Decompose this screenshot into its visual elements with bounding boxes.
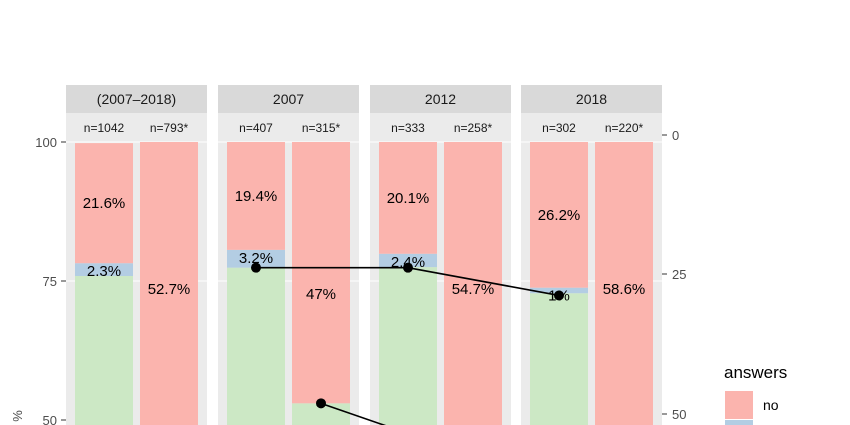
left-axis-tick-label: 75	[43, 274, 57, 289]
bar-value-label: 20.1%	[387, 190, 430, 207]
facet-strip	[66, 85, 207, 113]
n-label: n=258*	[454, 121, 493, 135]
bar-segment-unsure	[227, 249, 285, 268]
bar-value-label: 47%	[306, 286, 336, 303]
trend-line-segment	[407, 266, 560, 297]
bar-segment-unsure	[530, 287, 588, 294]
bar-value-label: 26.2%	[538, 207, 581, 224]
legend-label-no: no	[763, 397, 779, 413]
bar-segment-yes	[530, 293, 588, 425]
bar-segment-no	[530, 142, 588, 288]
bar-segment-yes	[379, 267, 437, 425]
bar-segment-yes	[75, 275, 133, 425]
trend-point	[403, 262, 413, 273]
bar-segment-no	[595, 142, 653, 425]
bar-segment-yes	[227, 267, 285, 425]
axes: 50 75 100% 0 25 50	[10, 128, 686, 425]
bar-value-label: 2.4%	[391, 254, 425, 271]
legend-title: answers	[724, 363, 787, 382]
left-axis-tick-label: 100	[35, 135, 57, 150]
bar-value-label: 54.7%	[452, 281, 495, 298]
bar-segment-no	[379, 142, 437, 254]
n-label: n=302	[542, 121, 576, 135]
trend-line-segment	[320, 402, 387, 425]
facet-strip	[218, 85, 359, 113]
trend-point	[554, 290, 564, 301]
right-axis-tick-label: 50	[672, 407, 686, 422]
trend-point	[316, 398, 326, 409]
trend-lines	[251, 262, 564, 425]
facet-strip-label: 2012	[425, 91, 456, 107]
left-axis-label: %	[10, 410, 25, 422]
facet-strip	[521, 85, 662, 113]
facet-strip	[370, 85, 511, 113]
bar-segment-unsure	[75, 263, 133, 276]
bars	[75, 142, 653, 425]
bar-value-label: 2.3%	[87, 263, 121, 280]
bar-segment-no	[227, 142, 285, 250]
bar-segment-no	[75, 143, 133, 264]
legend-key-no	[725, 391, 753, 419]
facet-strip-label: (2007–2018)	[97, 91, 176, 107]
n-label: n=407	[239, 121, 273, 135]
bar-segment-unsure	[379, 253, 437, 268]
bar-value-label: 58.6%	[603, 281, 646, 298]
left-axis-tick-label: 50	[43, 413, 57, 425]
legend-key-partial	[725, 420, 753, 425]
legend: answers no	[724, 363, 787, 425]
n-label: n=1042	[84, 121, 125, 135]
n-label: n=333	[391, 121, 425, 135]
n-label: n=220*	[605, 121, 644, 135]
n-label: n=315*	[302, 121, 341, 135]
bar-segment-no	[140, 142, 198, 425]
bar-segment-no	[292, 142, 350, 404]
data-labels: n=1042 2.3% 21.6% n=793* 52.7% n=407 3.2% 19.4%…	[83, 121, 646, 305]
facet-strip-label: 2007	[273, 91, 304, 107]
facet-strip-label: 2018	[576, 91, 607, 107]
bar-value-label: 3.2%	[239, 250, 273, 267]
bar-value-label: 21.6%	[83, 195, 126, 212]
trend-point	[251, 262, 261, 273]
right-axis-tick-label: 0	[672, 128, 679, 143]
n-label: n=793*	[150, 121, 189, 135]
bar-value-label: 52.7%	[148, 281, 191, 298]
right-axis-tick-label: 25	[672, 267, 686, 282]
bar-value-label: 19.4%	[235, 188, 278, 205]
